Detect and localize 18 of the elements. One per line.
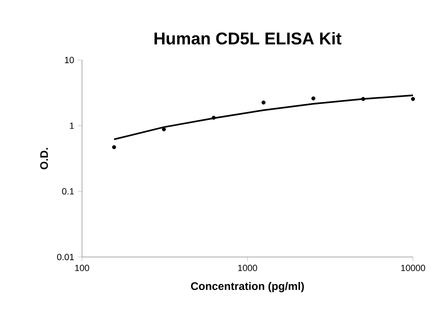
y-axis-title: O.D. xyxy=(40,148,48,170)
y-tick-label: 0.01 xyxy=(57,254,74,260)
x-tick-label: 100 xyxy=(75,264,90,272)
point xyxy=(262,100,266,105)
line-series xyxy=(113,94,414,140)
y-tick-label: 0.1 xyxy=(62,188,74,195)
chart-title: Human CD5L ELISA Kit xyxy=(154,32,342,45)
x-tick-label: 1000 xyxy=(238,264,258,272)
point xyxy=(162,127,166,132)
point xyxy=(361,96,366,101)
x-tick-label: 10000 xyxy=(401,264,426,272)
point xyxy=(411,96,415,101)
point xyxy=(212,116,216,120)
point xyxy=(311,96,316,100)
y-tick-label: 1 xyxy=(70,122,74,129)
x-axis-title: Concentration (pg/ml) xyxy=(191,282,304,292)
y-tick-label: 10 xyxy=(64,56,74,64)
point xyxy=(112,145,116,150)
